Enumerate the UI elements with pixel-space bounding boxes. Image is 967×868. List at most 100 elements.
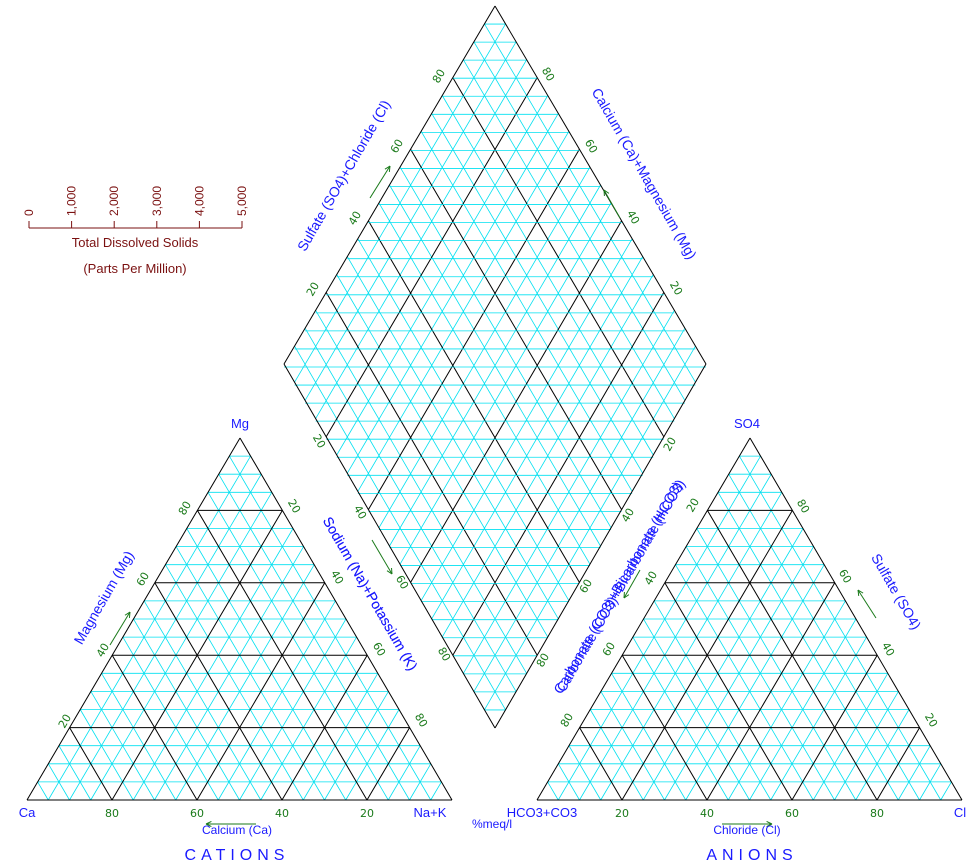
cations-minor-line [229, 455, 432, 801]
arrow-cations-magnesium-head [128, 611, 131, 619]
anions-minor-line [834, 691, 899, 801]
diamond-lower-left-tick: 80 [435, 645, 453, 664]
anions-minor-line [568, 745, 602, 801]
arrow-calcium-magnesium-head [603, 189, 610, 194]
anions-major-line [579, 727, 623, 801]
arrow-anions-sulfate [857, 589, 877, 619]
anions-left-tick: 80 [558, 711, 576, 730]
tds-tick-label: 2,000 [107, 186, 121, 216]
diamond-lower-right-tick: 80 [534, 651, 552, 670]
arrow-calcium [205, 820, 256, 828]
anions-bottom-tick: 40 [700, 807, 714, 820]
diamond-edge [494, 363, 707, 729]
arrow-cations-magnesium-head [124, 611, 131, 616]
arrow-diamond-sodium-head [386, 570, 393, 575]
cations-right-vertex: Na+K [414, 805, 447, 820]
diamond-lower-left-tick: 60 [393, 573, 411, 592]
diamond-lower-left-tick: 20 [310, 432, 328, 451]
tds-tick-label: 0 [22, 209, 36, 216]
anions-minor-line [675, 564, 814, 801]
arrow-diamond-sodium-shaft [371, 539, 393, 575]
anions-right-vertex: Cl [954, 805, 966, 820]
anions-bottom-tick: 20 [615, 807, 629, 820]
cations-left-tick: 20 [56, 712, 74, 731]
diamond-minor-line [399, 166, 612, 529]
diamond-major-line [452, 292, 665, 656]
diamond: Sulfate (SO4)+Chloride (Cl) Calcium (Ca)… [294, 85, 700, 831]
anions-minor-line [632, 636, 729, 801]
arrow-layer [109, 165, 877, 828]
diamond-minor-line [473, 41, 686, 401]
arrow-anions-sulfate-head [857, 589, 860, 597]
diamond-major-line [367, 220, 580, 583]
cations-minor-line [101, 673, 177, 801]
diamond-minor-line [431, 113, 644, 474]
cations-minor-line [122, 636, 219, 801]
diamond-major-line [452, 77, 665, 438]
anions-major-line [706, 582, 836, 801]
cations-minor-line [47, 763, 70, 801]
tds-tick-label: 5,000 [235, 186, 249, 216]
diamond-upper-right-tick: 20 [667, 279, 685, 298]
diamond-edge [283, 5, 496, 365]
anions-grid [536, 437, 963, 801]
anions-minor-line [547, 781, 559, 801]
arrow-cations-magnesium-shaft [109, 611, 131, 646]
diamond-upper-right-axis-label: Calcium (Ca)+Magnesium (Mg) [589, 85, 700, 262]
arrow-chloride-head [766, 823, 773, 828]
cations-minor-line [430, 781, 442, 801]
cations-bottom-tick: 80 [105, 807, 119, 820]
cations-major-line [154, 582, 283, 801]
diamond-major-line [325, 292, 538, 656]
cations-bottom-tick: 20 [360, 807, 374, 820]
cations-bottom-axis-label: Calcium (Ca) [202, 823, 272, 837]
anions-minor-line [600, 691, 665, 801]
cations-left-axis-label: Magnesium (Mg) [70, 548, 136, 647]
diamond-minor-line [473, 327, 686, 692]
diamond-upper-right-tick: 60 [582, 137, 600, 156]
diamond-major-line [410, 148, 623, 510]
cations-bottom-tick: 40 [275, 807, 289, 820]
cations-minor-line [165, 564, 304, 801]
arrow-diamond-carbonate [623, 569, 641, 599]
cations-minor-line [132, 528, 294, 801]
anions-bottom-axis-label: Chloride (Cl) [713, 823, 780, 837]
diamond-lower-right-tick: 60 [577, 577, 595, 596]
cations-right-tick: 80 [412, 711, 430, 730]
arrow-chloride-head [766, 820, 773, 825]
cations-left-tick: 40 [94, 641, 112, 660]
cations-major-line [69, 727, 113, 801]
tds-tick-label: 3,000 [150, 186, 164, 216]
cations-minor-line [217, 600, 336, 801]
cations-minor-line [143, 600, 262, 801]
arrow-anions-sulfate-shaft [857, 589, 877, 619]
arrow-cations-magnesium [109, 611, 131, 646]
arrow-anions-sulfate-head [857, 589, 864, 594]
anions-minor-line [919, 763, 942, 801]
cations-minor-line [47, 455, 251, 801]
anions-left-tick: 20 [684, 496, 702, 515]
diamond-major-line [367, 148, 580, 510]
tds-subtitle: (Parts Per Million) [83, 261, 186, 276]
anions-left-tick: 60 [600, 640, 618, 659]
cations-right-tick: 60 [370, 640, 388, 659]
anions-bottom-tick: 60 [785, 807, 799, 820]
cations-minor-line [90, 691, 155, 801]
diamond-upper-left-tick: 60 [388, 137, 406, 156]
tds-tick-label: 4,000 [192, 186, 206, 216]
diamond-major-line [325, 77, 538, 438]
cations-right-tick: 20 [285, 497, 303, 516]
cations-minor-line [302, 673, 379, 801]
cations-minor-line [207, 492, 389, 801]
anions-minor-line [642, 528, 804, 801]
anions-bottom-tick: 80 [870, 807, 884, 820]
anions-right-tick: 60 [836, 567, 854, 586]
diamond-lower-right-axis-label: Carbonate (CO3)+Bicarbonate (HCO3) [553, 477, 688, 695]
anions-edge [536, 437, 751, 801]
anions-minor-line [643, 618, 750, 801]
cations-bottom-tick: 60 [190, 807, 204, 820]
arrow-diamond-carbonate-head [623, 594, 630, 599]
anions-top-vertex: SO4 [734, 416, 760, 431]
anions-minor-line [770, 636, 867, 801]
anions-minor-line [557, 455, 761, 801]
